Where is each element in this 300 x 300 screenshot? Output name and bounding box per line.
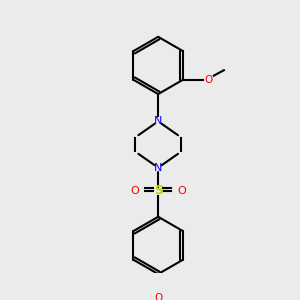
Text: O: O: [177, 186, 186, 196]
Text: O: O: [204, 75, 212, 85]
Text: O: O: [154, 293, 162, 300]
Text: N: N: [154, 116, 162, 126]
Text: O: O: [130, 186, 140, 196]
Text: S: S: [154, 184, 163, 197]
Text: N: N: [154, 163, 162, 173]
